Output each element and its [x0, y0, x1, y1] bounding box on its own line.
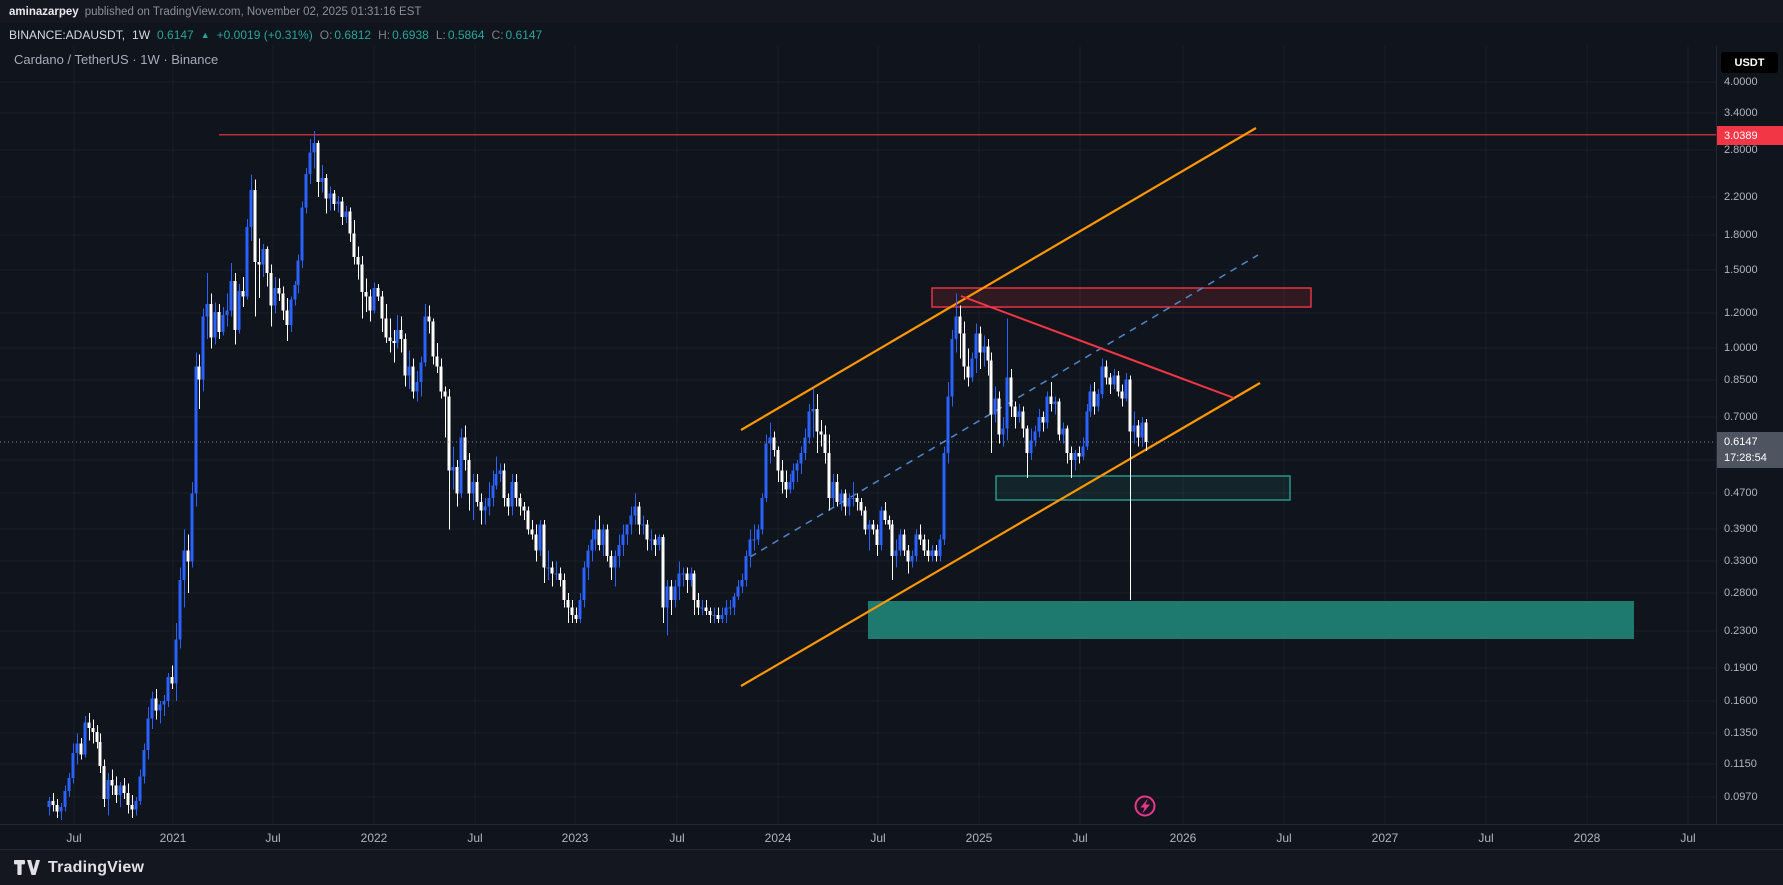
channel-upper-line[interactable] — [740, 127, 1257, 431]
price-tick-label: 0.1150 — [1724, 758, 1757, 770]
price-tick-label: 0.4700 — [1724, 487, 1758, 499]
close-value: 0.6147 — [505, 27, 543, 42]
price-tick-label: 1.5000 — [1724, 264, 1758, 276]
channel-lower-line[interactable] — [740, 382, 1261, 687]
symbol-name[interactable]: BINANCE:ADAUSDT, — [9, 27, 126, 42]
footer-bar: TradingView — [0, 849, 1783, 885]
time-tick-label: 2023 — [561, 830, 589, 845]
high-label: H: — [378, 27, 391, 42]
time-tick-label: 2022 — [360, 830, 388, 845]
price-tick-label: 0.1900 — [1724, 662, 1758, 674]
grid-layer — [0, 46, 1717, 825]
time-tick-label: Jul — [870, 830, 886, 845]
price-tick-label: 0.7000 — [1724, 411, 1758, 423]
time-tick-label: Jul — [1276, 830, 1292, 845]
price-tick-label: 3.4000 — [1724, 107, 1758, 119]
supply-zone-box[interactable] — [931, 287, 1312, 308]
publish-info: published on TradingView.com, November 0… — [84, 5, 422, 18]
mood-marker-icon[interactable] — [1134, 795, 1156, 817]
time-tick-label: Jul — [265, 830, 281, 845]
tradingview-wordmark[interactable]: TradingView — [48, 858, 145, 876]
last-price-label: 0.6147 17:28:54 — [1717, 432, 1783, 468]
time-axis[interactable]: Jul 2021 Jul 2022 Jul 2023 Jul 2024 Jul 2025 Jul 20… — [0, 824, 1783, 850]
price-tick-label: 0.3300 — [1724, 555, 1758, 567]
interval-label[interactable]: 1W — [132, 27, 151, 42]
low-value: 0.5864 — [447, 27, 485, 42]
support-zone-box[interactable] — [995, 475, 1291, 501]
price-tick-label: 2.2000 — [1724, 191, 1758, 203]
price-tick-label: 2.8000 — [1724, 144, 1758, 156]
low-label: L: — [435, 27, 446, 42]
price-axis[interactable]: USDT 3.0389 0.6147 17:28:54 4.0000 3.4000… — [1716, 46, 1783, 850]
price-tick-label: 0.1350 — [1724, 727, 1758, 739]
price-tick-label: 0.0970 — [1724, 791, 1758, 803]
high-value: 0.6938 — [392, 27, 429, 42]
time-tick-label: Jul — [1072, 830, 1088, 845]
close-label: C: — [491, 27, 504, 42]
ohlc-low: L: 0.5864 — [436, 28, 485, 42]
currency-badge[interactable]: USDT — [1721, 52, 1778, 73]
time-tick-label: Jul — [467, 830, 483, 845]
author-link[interactable]: aminazarpey — [9, 5, 79, 18]
time-tick-label: 2024 — [764, 830, 792, 845]
time-tick-label: 2025 — [965, 830, 993, 845]
last-price-text: 0.6147 — [157, 27, 194, 42]
time-tick-label: Jul — [669, 830, 685, 845]
price-tick-label: 1.2000 — [1724, 307, 1758, 319]
candles-layer — [47, 131, 1148, 821]
change-up-arrow-icon: ▲ — [200, 29, 210, 40]
publisher-bar: aminazarpey published on TradingView.com… — [0, 0, 1783, 23]
time-tick-label: Jul — [66, 830, 82, 845]
price-tick-label: 1.0000 — [1724, 342, 1758, 354]
time-tick-label: Jul — [1680, 830, 1696, 845]
price-tick-label: 0.2300 — [1724, 625, 1758, 637]
time-tick-label: 2027 — [1371, 830, 1399, 845]
open-value: 0.6812 — [334, 27, 372, 42]
price-tick-label: 0.8500 — [1724, 374, 1758, 386]
tradingview-logo-icon[interactable] — [14, 860, 40, 875]
price-tick-label: 0.1600 — [1724, 695, 1758, 707]
last-price-value: 0.6147 — [1724, 436, 1758, 448]
demand-zone-box[interactable] — [868, 601, 1634, 639]
time-tick-label: Jul — [1478, 830, 1494, 845]
time-tick-label: 2026 — [1169, 830, 1197, 845]
ohlc-high: H: 0.6938 — [378, 28, 429, 42]
price-line-label: 3.0389 — [1717, 126, 1783, 145]
open-label: O: — [319, 27, 333, 42]
time-tick-label: 2028 — [1573, 830, 1601, 845]
bar-countdown: 17:28:54 — [1724, 452, 1767, 464]
symbol-bar: BINANCE:ADAUSDT, 1W 0.6147 ▲ +0.0019 (+0… — [0, 23, 1783, 46]
ohlc-close: C: 0.6147 — [492, 28, 543, 42]
time-tick-label: 2021 — [159, 830, 187, 845]
price-change-text: +0.0019 (+0.31%) — [216, 27, 313, 42]
price-tick-label: 4.0000 — [1724, 76, 1758, 88]
descending-trendline[interactable] — [960, 295, 1235, 399]
price-tick-label: 0.3900 — [1724, 523, 1758, 535]
price-tick-label: 0.2800 — [1724, 587, 1758, 599]
price-tick-label: 1.8000 — [1724, 229, 1758, 241]
ohlc-open: O: 0.6812 — [320, 28, 371, 42]
chart-title: Cardano / TetherUS · 1W · Binance — [14, 52, 219, 67]
